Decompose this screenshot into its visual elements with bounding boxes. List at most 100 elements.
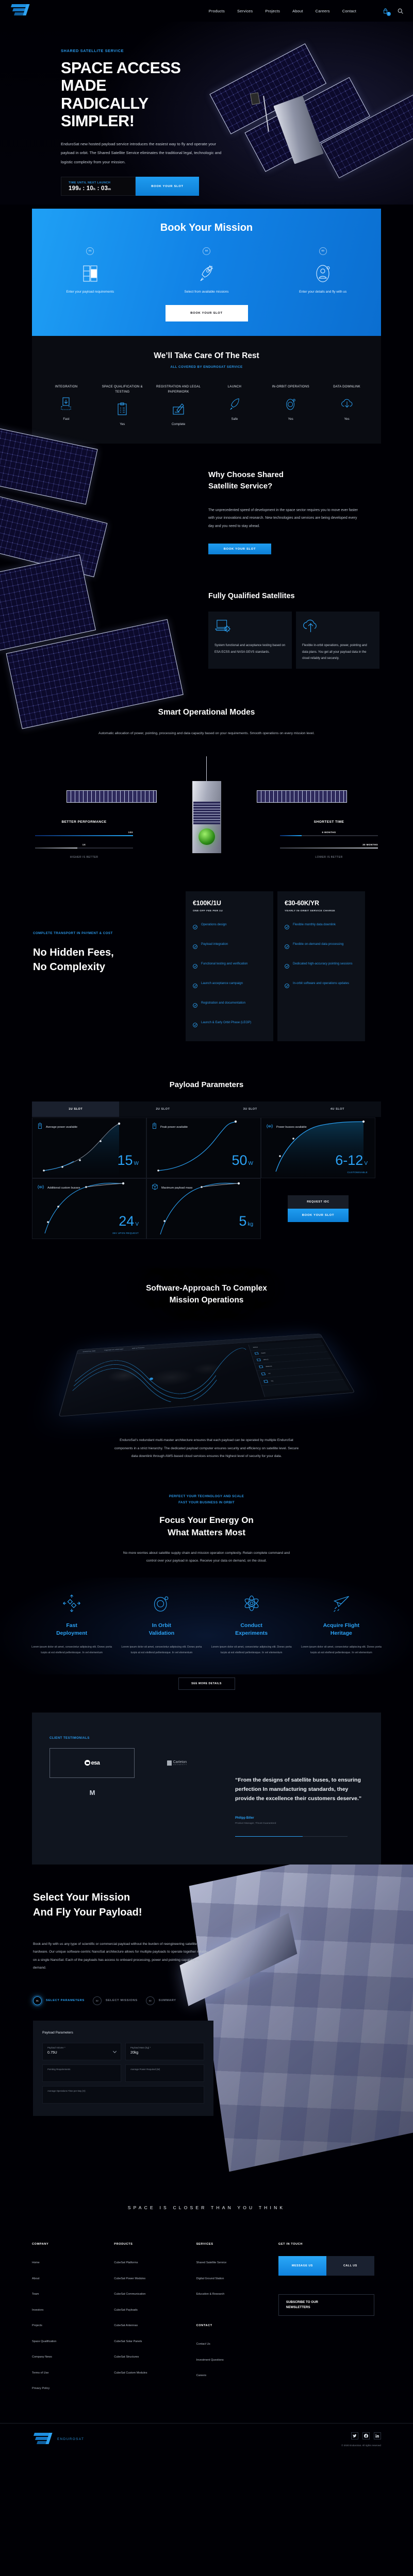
tablet-sidebar-row: Beacon	[254, 1358, 335, 1371]
list-item: Shared Satellite Service	[196, 2257, 278, 2266]
time-column: SHORTEST TIME 6 MONTHS 30 MONTHS LOWER I…	[280, 820, 378, 859]
status-square-icon	[256, 1359, 261, 1362]
footer-link-space-qualification[interactable]: Space Qualification	[32, 2340, 57, 2343]
stepper-step-summary[interactable]: 03 SUMMARY	[145, 1996, 176, 2005]
footer-link-cubesat-solar-panels[interactable]: CubeSat Solar Panels	[114, 2340, 142, 2343]
select-mission-content: Select Your Mission And Fly Your Payload…	[0, 1890, 217, 2116]
pricing-feature: Registration and documentation	[193, 1001, 266, 1010]
countdown-hours-unit: h	[93, 187, 96, 191]
nav-item-services[interactable]: Services	[237, 8, 253, 13]
performance-title: BETTER PERFORMANCE	[61, 820, 107, 824]
request-idc-button[interactable]: REQUEST IDC	[288, 1195, 349, 1209]
footer-link-home[interactable]: Home	[32, 2261, 40, 2265]
endurosat-logo[interactable]	[9, 3, 30, 19]
footer-column-title: COMPANY	[32, 2243, 49, 2246]
list-item: CubeSat Payloads	[114, 2304, 196, 2313]
nav-item-products[interactable]: Products	[208, 8, 225, 13]
pricing-feature-text: Dedicated high-accuracy pointing session…	[293, 961, 353, 965]
footer-link-cubesat-platforms[interactable]: CubeSat Platforms	[114, 2261, 138, 2265]
footer-link-shared-satellite-service[interactable]: Shared Satellite Service	[196, 2261, 227, 2265]
footer-link-cubesat-power-modules[interactable]: CubeSat Power Modules	[114, 2277, 146, 2280]
footer-link-cubesat-antennas[interactable]: CubeSat Antennas	[114, 2324, 138, 2328]
blank-logo[interactable]	[135, 1778, 220, 1808]
linkedin-icon[interactable]	[374, 2432, 381, 2439]
footer-link-company-news[interactable]: Company News	[32, 2355, 52, 2359]
footer-link-investment-questions[interactable]: Investment Questions	[196, 2358, 224, 2362]
tab-4u-slot[interactable]: 4U SLOT	[293, 1101, 381, 1117]
payload-mass-input[interactable]: Payload Mass (kg) * 20kg	[125, 2042, 204, 2060]
footer-link-about[interactable]: About	[32, 2277, 40, 2280]
call-us-button[interactable]: CALL US	[326, 2256, 374, 2276]
hero-book-slot-button[interactable]: BOOK YOUR SLOT	[136, 177, 199, 196]
footer-link-terms-of-use[interactable]: Terms of Use	[32, 2371, 49, 2375]
footer-link-cubesat-payloads[interactable]: CubeSat Payloads	[114, 2308, 138, 2312]
focus-column-text: Lorem ipsum dolor sit amet, consectetur …	[301, 1645, 382, 1654]
footer-link-cubesat-structures[interactable]: CubeSat Structures	[114, 2355, 139, 2359]
why-book-slot-button[interactable]: BOOK YOUR SLOT	[208, 544, 271, 555]
focus-columns: Fast Deployment Lorem ipsum dolor sit am…	[0, 1577, 413, 1675]
list-item: Education & Research	[196, 2288, 278, 2297]
step-ring: 02	[92, 1996, 102, 2005]
subscribe-newsletter-button[interactable]: SUBSCRIBE TO OUR NEWSLETTERS	[278, 2294, 374, 2316]
step-label: SELECT MISSIONS	[105, 1999, 138, 2003]
param-card-label: Average power available	[46, 1125, 78, 1129]
care-item-value: Yes	[120, 422, 125, 427]
footer-link-education-research[interactable]: Education & Research	[196, 2293, 225, 2296]
footer-link-projects[interactable]: Projects	[32, 2324, 42, 2328]
step-caption: Enter your details and fly with us	[299, 290, 347, 294]
payload-volume-select[interactable]: Payload Volume * 0.75U	[42, 2042, 121, 2060]
average-power-required-input[interactable]: Average Power Required (W)	[125, 2064, 204, 2082]
m-logo[interactable]: M	[89, 1789, 95, 1797]
carleton-university-logo[interactable]: Carleton UNIVERSITY	[135, 1748, 220, 1778]
book-slot-button[interactable]: BOOK YOUR SLOT	[165, 305, 248, 321]
bar-label: 6 MONTHS	[322, 831, 336, 834]
why-title-line2: Satellite Service?	[208, 482, 273, 491]
list-item: Digital Ground Station	[196, 2273, 278, 2282]
care-item-title: DATA DOWNLINK	[333, 385, 360, 388]
param-card-value: 5 kg	[239, 1213, 253, 1229]
testimonial-progress[interactable]	[235, 1836, 348, 1837]
stepper-step-select-parameters[interactable]: 01 SELECT PARAMETERS	[33, 1996, 85, 2005]
nav-item-projects[interactable]: Projects	[265, 8, 280, 13]
footer-logo[interactable]: ENDUROSAT	[32, 2432, 84, 2447]
cart-icon[interactable]: 1	[382, 8, 391, 16]
footer-link-contact-us[interactable]: Contact Us	[196, 2343, 210, 2346]
search-icon[interactable]	[397, 8, 404, 14]
header-icons: 1	[382, 8, 404, 16]
mission-title-line2: And Fly Your Payload!	[33, 1906, 142, 1918]
why-title-line1: Why Choose Shared	[208, 470, 284, 480]
pointing-requirements-input[interactable]: Pointing Requirements	[42, 2064, 121, 2082]
tab-2u-slot[interactable]: 2U SLOT	[119, 1101, 207, 1117]
facebook-icon[interactable]	[362, 2432, 370, 2439]
footer-link-investors[interactable]: Investors	[32, 2308, 44, 2312]
payload-rack-icon	[82, 264, 98, 283]
nav-item-about[interactable]: About	[292, 8, 303, 13]
power-bus-icon	[267, 1123, 273, 1132]
tab-1u-slot[interactable]: 1U SLOT	[32, 1101, 120, 1117]
comparison-bars: BETTER PERFORMANCE 10X 1X HIGHER IS BETT…	[0, 820, 413, 859]
footer-link-careers[interactable]: Careers	[196, 2374, 207, 2378]
nav-item-contact[interactable]: Contact	[342, 8, 356, 13]
integration-icon	[61, 397, 71, 411]
twitter-icon[interactable]	[351, 2432, 358, 2439]
nav-item-careers[interactable]: Careers	[315, 8, 330, 13]
stepper-step-select-missions[interactable]: 02 SELECT MISSIONS	[92, 1996, 138, 2005]
message-us-button[interactable]: MESSAGE US	[278, 2256, 326, 2276]
average-operations-time-input[interactable]: Average Operations Time per Day (H)	[42, 2086, 204, 2104]
footer-link-cubesat-custom-modules[interactable]: CubeSat Custom Modules	[114, 2371, 147, 2375]
closer-text: SPACE IS CLOSER THAN YOU THINK	[127, 2205, 286, 2211]
pricing-feature: Payload integration	[193, 942, 266, 952]
esa-logo[interactable]: esa	[49, 1748, 135, 1778]
param-card-peak-power: Peak power available 50 W	[146, 1117, 261, 1178]
footer-link-digital-ground-station[interactable]: Digital Ground Station	[196, 2277, 224, 2280]
footer-link-team[interactable]: Team	[32, 2293, 39, 2296]
params-book-slot-button[interactable]: BOOK YOUR SLOT	[288, 1208, 349, 1222]
tab-3u-slot[interactable]: 3U SLOT	[206, 1101, 294, 1117]
care-item: SPACE QUALIFICATION & TESTING Yes	[94, 384, 151, 426]
launch-countdown: TIME UNTIL NEXT LAUNCH 199d : 10h : 03m	[61, 177, 136, 196]
list-item: Company News	[32, 2351, 114, 2360]
see-more-details-button[interactable]: SEE MORE DETAILS	[178, 1677, 235, 1690]
footer-link-privacy-policy[interactable]: Privacy Policy	[32, 2387, 50, 2391]
focus-eyebrow-line2: FAST YOUR BUSINESS IN ORBIT	[178, 1500, 235, 1504]
footer-link-cubesat-communication[interactable]: CubeSat Communication	[114, 2293, 146, 2296]
